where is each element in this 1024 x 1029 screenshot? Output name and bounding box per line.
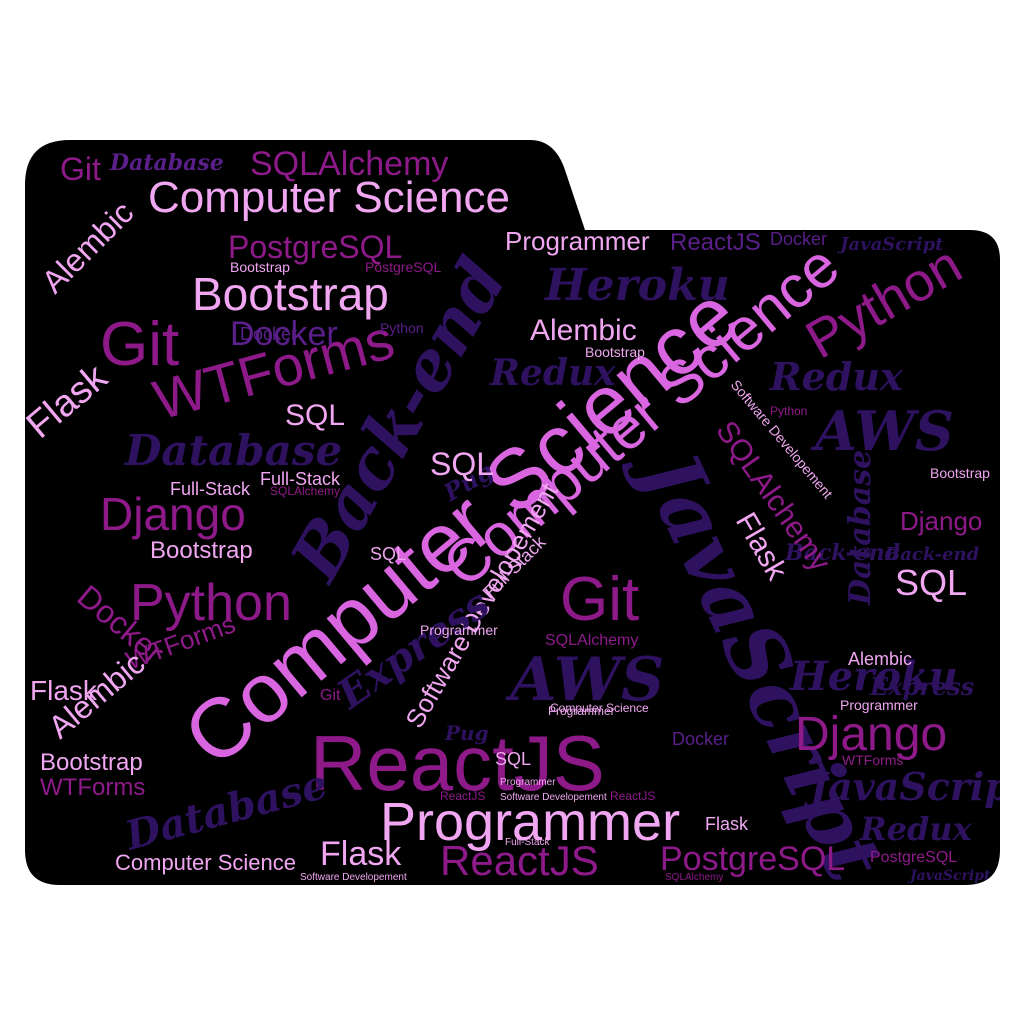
cloud-word-docker: Docker [770,229,827,249]
cloud-word-pug: Pug [444,721,489,745]
cloud-word-full-stack: Full-Stack [260,469,341,489]
cloud-word-sqlalchemy: SQLAlchemy [250,145,448,183]
cloud-word-javascript: JavaScript [837,234,944,255]
cloud-word-bootstrap: Bootstrap [585,344,645,360]
cloud-word-programmer: Programmer [548,704,615,718]
cloud-word-postgresql: PostgreSQL [870,849,957,866]
cloud-word-bootstrap: Bootstrap [150,537,253,564]
cloud-word-postgresql: PostgreSQL [228,229,402,265]
cloud-word-wtforms: WTForms [40,774,145,801]
cloud-word-programmer: Programmer [420,622,498,638]
cloud-word-back-end: Back-end [884,544,980,565]
cloud-word-bootstrap: Bootstrap [930,465,990,481]
cloud-word-flask: Flask [30,675,98,706]
cloud-word-git: Git [320,687,341,704]
cloud-word-software-developement: Software Developement [300,872,407,883]
cloud-word-alembic: Alembic [848,649,912,669]
cloud-word-full-stack: Full-Stack [505,837,550,848]
cloud-word-aws: AWS [505,645,664,715]
cloud-word-docker: Docker [672,729,729,749]
cloud-word-sql: SQL [430,446,494,482]
cloud-word-postgresql: PostgreSQL [365,259,441,275]
cloud-word-software-developement: Software Developement [500,792,607,803]
cloud-word-express: Express [869,672,975,701]
cloud-word-reactjs: ReactJS [440,789,485,803]
cloud-word-sql: SQL [285,399,345,432]
cloud-word-computer-science: Computer Science [148,173,510,222]
cloud-word-back-end: Back-end [784,540,900,566]
cloud-word-database: Database [843,450,878,606]
cloud-word-sqlalchemy: SQLAlchemy [545,632,638,649]
cloud-word-reactjs: ReactJS [310,719,605,807]
cloud-word-reactjs: ReactJS [670,229,761,256]
cloud-word-bootstrap: Bootstrap [230,259,290,275]
cloud-word-programmer: Programmer [505,226,650,256]
cloud-word-javascript: JavaScript [804,764,1024,809]
cloud-word-postgresql: PostgreSQL [660,840,845,878]
cloud-word-django: Django [795,708,947,761]
cloud-word-sql: SQL [895,562,967,603]
cloud-word-full-stack: Full-Stack [170,479,251,499]
cloud-word-heroku: Heroku [789,653,958,700]
cloud-word-git: Git [60,151,101,187]
cloud-word-sqlalchemy: SQLAlchemy [665,872,723,883]
cloud-word-programmer: Programmer [380,792,680,852]
cloud-word-python: Python [770,404,807,418]
cloud-word-sql: SQL [495,749,531,769]
cloud-word-programmer: Programmer [840,697,918,713]
cloud-word-git: Git [560,565,639,634]
folder-icon [25,140,1000,885]
cloud-word-docker: Docker [240,324,297,344]
cloud-word-computer-science: Computer Science [550,701,649,715]
cloud-word-programmer: Programmer [500,777,556,788]
cloud-word-git: Git [100,310,179,379]
cloud-word-django: Django [100,488,246,540]
cloud-word-bootstrap: Bootstrap [192,268,389,320]
cloud-word-django: Django [900,506,982,536]
cloud-word-bootstrap: Bootstrap [40,749,143,776]
cloud-word-redux: Redux [859,810,973,848]
cloud-word-reactjs: ReactJS [440,837,599,884]
cloud-word-reactjs: ReactJS [610,789,655,803]
cloud-word-flask: Flask [320,835,402,873]
cloud-word-python: Python [380,320,424,336]
cloud-word-sqlalchemy: SQLAlchemy [270,484,340,498]
cloud-word-sql: SQL [370,544,406,564]
cloud-word-heroku: Heroku [543,260,730,311]
cloud-word-database: Database [109,150,224,176]
cloud-word-flask: Flask [705,814,749,834]
cloud-word-redux: Redux [489,352,616,394]
cloud-word-computer-science: Computer Science [115,850,296,875]
cloud-word-redux: Redux [769,354,904,399]
cloud-word-alembic: Alembic [530,314,637,347]
cloud-word-python: Python [130,574,292,632]
cloud-word-aws: AWS [810,399,954,463]
cloud-word-javascript: JavaScript [907,868,991,884]
cloud-word-wtforms: WTForms [842,752,903,768]
cloud-word-docker: Docker [230,315,338,353]
cloud-word-database: Database [124,426,342,475]
